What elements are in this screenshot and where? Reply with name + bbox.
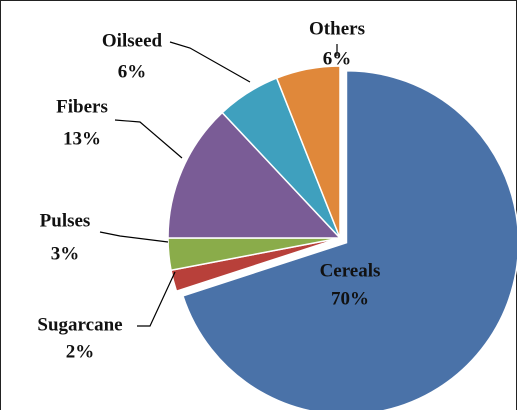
leader-line [137,271,176,327]
slice-label: Fibers [56,96,108,117]
slice-label: Cereals [320,260,381,281]
slice-value-label: 6% [323,48,352,69]
slice-value-label: 6% [118,61,147,82]
slice-label: Oilseed [102,30,163,51]
leader-line [114,119,183,159]
pie-slice [275,65,341,239]
slice-label: Pulses [40,210,91,231]
slice-value-label: 70% [331,288,369,309]
slice-value-label: 2% [66,341,95,362]
leader-line [99,231,169,243]
pie-slice [181,69,517,410]
slice-value-label: 13% [63,128,101,149]
leader-line [169,41,251,83]
pie-slice [167,111,342,239]
pie [167,65,517,410]
slice-value-label: 3% [51,243,80,264]
slice-label: Sugarcane [37,314,122,335]
slice-label: Others [309,18,365,39]
